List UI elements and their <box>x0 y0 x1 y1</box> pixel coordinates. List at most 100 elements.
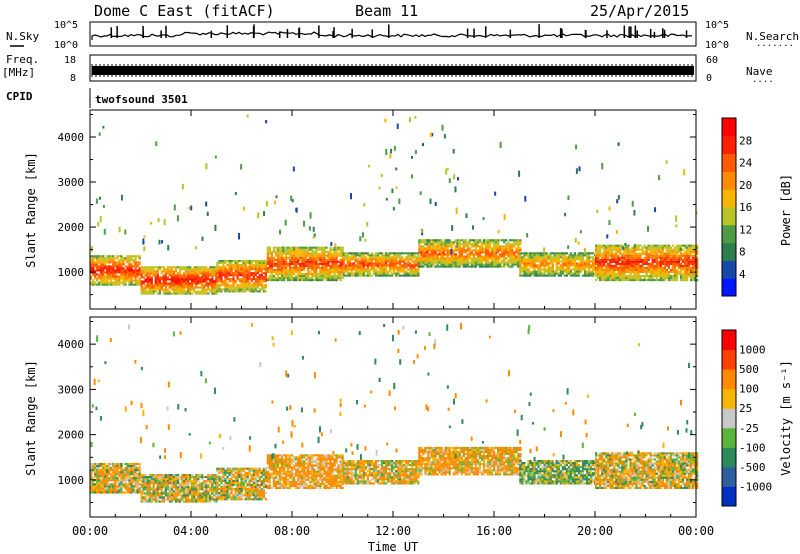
power-cell <box>647 268 650 272</box>
power-cell <box>382 262 386 265</box>
power-cell <box>146 290 149 293</box>
power-cell <box>195 276 198 279</box>
power-cell <box>156 274 159 277</box>
power-cell <box>637 264 640 267</box>
power-scatter <box>385 148 388 156</box>
velocity-cell <box>92 462 95 466</box>
power-cell <box>456 263 459 266</box>
power-cell <box>615 268 618 272</box>
power-cell <box>305 264 308 267</box>
power-cell <box>339 264 342 267</box>
power-scatter <box>257 212 260 219</box>
power-cell <box>234 270 237 273</box>
power-cell <box>94 277 97 280</box>
power-cell <box>450 255 453 258</box>
velocity-cell <box>114 477 117 480</box>
velocity-cell <box>160 496 163 499</box>
power-cell <box>134 261 137 264</box>
power-cell <box>507 243 510 246</box>
power-cell <box>186 270 190 273</box>
power-cell <box>559 252 562 255</box>
power-cell <box>201 290 204 293</box>
power-cell <box>428 243 431 246</box>
power-cell <box>218 280 221 283</box>
power-cell <box>595 246 598 249</box>
power-cell <box>218 272 221 275</box>
power-cell <box>599 248 602 251</box>
power-cell <box>693 275 697 278</box>
power-cell <box>388 254 392 257</box>
power-cell <box>228 288 231 291</box>
power-cell <box>613 246 616 249</box>
power-cell <box>364 256 368 259</box>
power-cell <box>303 266 306 270</box>
power-scatter <box>99 196 102 200</box>
power-cell <box>211 290 214 293</box>
power-cell <box>509 261 512 264</box>
power-cell <box>609 262 612 265</box>
power-cell <box>643 268 646 272</box>
power-cell <box>529 266 532 269</box>
power-cell <box>162 290 166 293</box>
power-cell <box>172 278 176 281</box>
power-cell <box>350 252 353 255</box>
power-cell <box>683 252 687 255</box>
power-cell <box>693 279 697 282</box>
power-cell <box>444 263 447 266</box>
power-cell <box>589 272 593 275</box>
power-cell <box>446 261 449 264</box>
power-cell <box>519 274 522 277</box>
velocity-cell <box>102 479 105 482</box>
power-cell <box>651 279 654 282</box>
power-cell <box>517 257 520 260</box>
power-scatter <box>665 160 668 164</box>
velocity-cell <box>90 464 93 468</box>
power-cell <box>138 263 141 266</box>
power-cell <box>278 270 282 274</box>
power-cell <box>533 256 536 259</box>
power-cell <box>256 261 259 265</box>
power-cell <box>191 274 194 277</box>
power-cell <box>631 256 634 259</box>
power-cell <box>452 257 455 260</box>
velocity-cell <box>134 483 137 486</box>
power-cell <box>545 260 548 263</box>
power-cell <box>254 286 257 289</box>
power-cell <box>456 249 459 252</box>
power-cell <box>305 256 308 259</box>
power-cell <box>486 259 490 262</box>
velocity-cell <box>152 498 155 501</box>
power-cell <box>619 268 622 272</box>
power-cell <box>186 266 190 269</box>
velocity-cell <box>102 462 105 466</box>
power-cell <box>432 263 435 266</box>
power-cell <box>565 274 569 277</box>
power-cell <box>599 264 602 267</box>
power-cell <box>301 246 304 249</box>
power-cell <box>633 258 636 261</box>
power-cell <box>593 264 597 267</box>
power-cell <box>376 264 380 267</box>
power-cell <box>311 275 314 278</box>
power-cell <box>450 241 453 244</box>
power-cell <box>335 270 338 274</box>
power-cell <box>199 266 202 269</box>
freq-right-tick-top: 60 <box>706 55 718 66</box>
power-cell <box>417 272 420 275</box>
power-cell <box>659 246 662 249</box>
power-cell <box>188 272 192 275</box>
power-cell <box>136 271 139 274</box>
power-cell <box>234 259 237 263</box>
power-cell <box>413 272 416 275</box>
power-cell <box>309 270 312 274</box>
power-cell <box>691 277 695 280</box>
power-cell <box>466 249 470 252</box>
power-cell <box>685 262 689 265</box>
power-cell <box>525 270 528 273</box>
velocity-cell <box>160 490 163 493</box>
power-cell <box>515 243 518 246</box>
velocity-cell <box>166 484 170 487</box>
power-cell <box>297 275 300 278</box>
power-cell <box>158 268 161 271</box>
velocity-cell <box>150 482 153 485</box>
